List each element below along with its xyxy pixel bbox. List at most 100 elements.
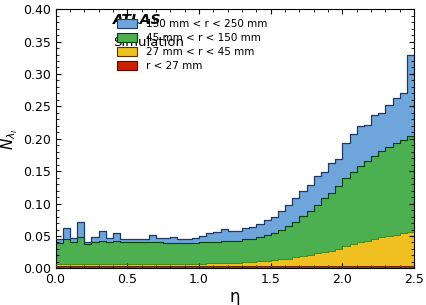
Bar xyxy=(184,264,191,266)
Bar xyxy=(234,263,242,266)
Bar xyxy=(170,264,177,266)
Bar xyxy=(406,55,413,136)
Bar xyxy=(242,262,249,266)
Bar xyxy=(234,266,242,268)
Bar xyxy=(327,251,334,266)
Bar xyxy=(270,266,277,268)
Bar xyxy=(342,178,349,246)
Bar xyxy=(249,227,256,239)
Bar xyxy=(327,192,334,251)
Bar xyxy=(285,205,291,226)
Bar xyxy=(163,238,170,243)
Bar xyxy=(112,241,120,264)
Bar xyxy=(342,246,349,266)
Bar xyxy=(98,231,106,241)
Bar xyxy=(134,264,141,266)
Bar xyxy=(191,243,199,264)
Bar xyxy=(106,264,112,266)
Bar xyxy=(270,260,277,266)
Bar xyxy=(277,230,285,259)
Bar xyxy=(299,216,306,256)
Bar xyxy=(399,233,406,266)
Bar xyxy=(84,242,91,244)
Bar xyxy=(363,161,370,241)
Bar xyxy=(392,266,399,268)
Bar xyxy=(177,239,184,243)
Bar xyxy=(306,185,313,211)
Bar xyxy=(377,151,385,237)
Bar xyxy=(291,257,299,266)
Bar xyxy=(399,93,406,140)
Bar xyxy=(377,266,385,268)
Bar xyxy=(406,266,413,268)
Bar xyxy=(191,266,199,268)
Bar xyxy=(377,113,385,151)
Bar xyxy=(120,242,127,264)
Bar xyxy=(220,266,227,268)
Bar xyxy=(184,239,191,243)
Bar xyxy=(55,266,63,268)
Bar xyxy=(134,266,141,268)
Bar xyxy=(313,176,320,205)
Bar xyxy=(184,243,191,264)
Bar xyxy=(406,232,413,266)
Bar xyxy=(385,266,392,268)
Bar xyxy=(334,249,342,266)
Bar xyxy=(206,242,213,263)
Bar xyxy=(63,239,70,264)
Y-axis label: $N_{\lambda_{I}}$: $N_{\lambda_{I}}$ xyxy=(0,128,20,150)
Bar xyxy=(170,266,177,268)
Bar xyxy=(63,266,70,268)
Bar xyxy=(127,239,134,242)
Bar xyxy=(220,263,227,266)
Bar xyxy=(277,211,285,230)
Bar xyxy=(242,266,249,268)
Bar xyxy=(227,231,234,241)
Bar xyxy=(291,266,299,268)
Bar xyxy=(392,98,399,143)
Bar xyxy=(320,199,327,252)
Bar xyxy=(63,228,70,239)
Bar xyxy=(392,143,399,235)
Bar xyxy=(256,224,263,237)
Bar xyxy=(334,266,342,268)
Bar xyxy=(263,266,270,268)
Bar xyxy=(77,264,84,266)
Bar xyxy=(155,266,163,268)
Bar xyxy=(177,243,184,264)
Bar xyxy=(349,266,356,268)
Bar xyxy=(306,266,313,268)
Bar xyxy=(106,242,112,264)
Bar xyxy=(377,237,385,266)
Bar xyxy=(199,264,206,266)
Bar xyxy=(363,241,370,266)
Bar xyxy=(170,243,177,264)
Bar xyxy=(356,242,363,266)
Bar xyxy=(242,228,249,239)
Bar xyxy=(263,260,270,266)
Bar xyxy=(363,125,370,161)
Bar xyxy=(220,229,227,241)
Bar xyxy=(63,264,70,266)
Bar xyxy=(77,266,84,268)
Bar xyxy=(313,253,320,266)
Text: Simulation: Simulation xyxy=(112,36,184,49)
Bar xyxy=(148,266,155,268)
Bar xyxy=(270,217,277,233)
Bar xyxy=(263,220,270,235)
Bar xyxy=(106,238,112,242)
Bar xyxy=(299,256,306,266)
Bar xyxy=(120,239,127,242)
Bar xyxy=(327,163,334,192)
Bar xyxy=(134,239,141,242)
Bar xyxy=(234,241,242,263)
Bar xyxy=(155,238,163,242)
Bar xyxy=(306,211,313,255)
Bar xyxy=(242,239,249,262)
Text: ATLAS: ATLAS xyxy=(112,13,161,27)
Bar xyxy=(141,264,148,266)
Bar xyxy=(170,237,177,243)
Bar xyxy=(91,266,98,268)
Bar xyxy=(191,264,199,266)
Bar xyxy=(263,235,270,260)
